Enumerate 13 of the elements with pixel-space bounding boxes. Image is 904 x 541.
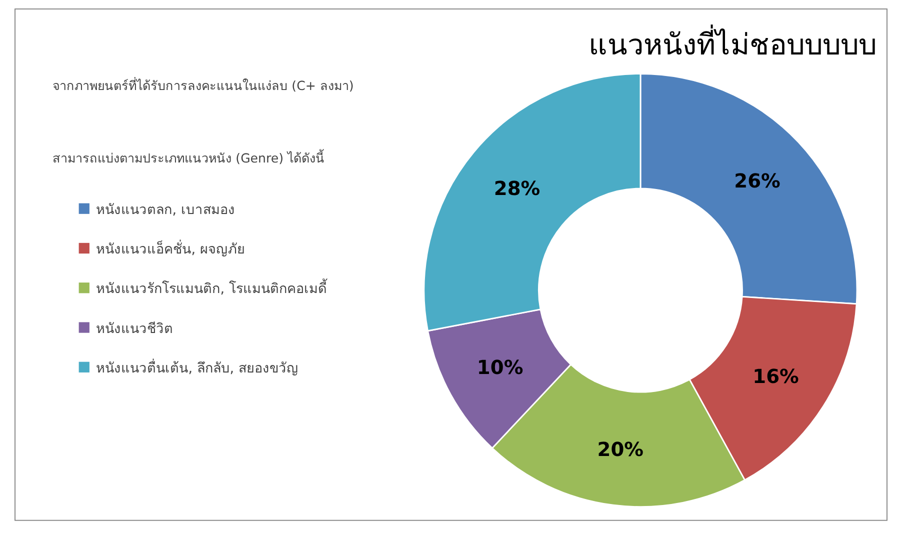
- text: จากภาพยนตร์ที่ได้รับการลงคะแนนในแง่ลบ (C+ ลงมา): [52, 77, 354, 94]
- legend-label: หนังแนวตื่นเต้น, ลึกลับ, สยองขวัญ: [96, 358, 298, 376]
- data-label: 26%: [734, 169, 780, 192]
- legend-label: หนังแนวแอ็คชั่น, ผจญภัย: [96, 240, 245, 258]
- data-label: 28%: [494, 176, 540, 200]
- data-label: 10%: [476, 356, 524, 380]
- data-label: 16%: [752, 364, 799, 388]
- legend-label: หนังแนวตลก, เบาสมอง: [96, 202, 235, 218]
- text: สามารถแบ่งตามประเภทแนวหนัง (Genre) ได้ดังนี้: [52, 148, 324, 166]
- data-label: 20%: [597, 438, 644, 462]
- legend-label: หนังแนวรักโรแมนติก, โรแมนติกคอเมดี้: [96, 278, 328, 298]
- legend-label: หนังแนวชีวิต: [96, 320, 174, 337]
- chart-title: แนวหนังที่ไม่ชอบบบบบ: [588, 24, 876, 62]
